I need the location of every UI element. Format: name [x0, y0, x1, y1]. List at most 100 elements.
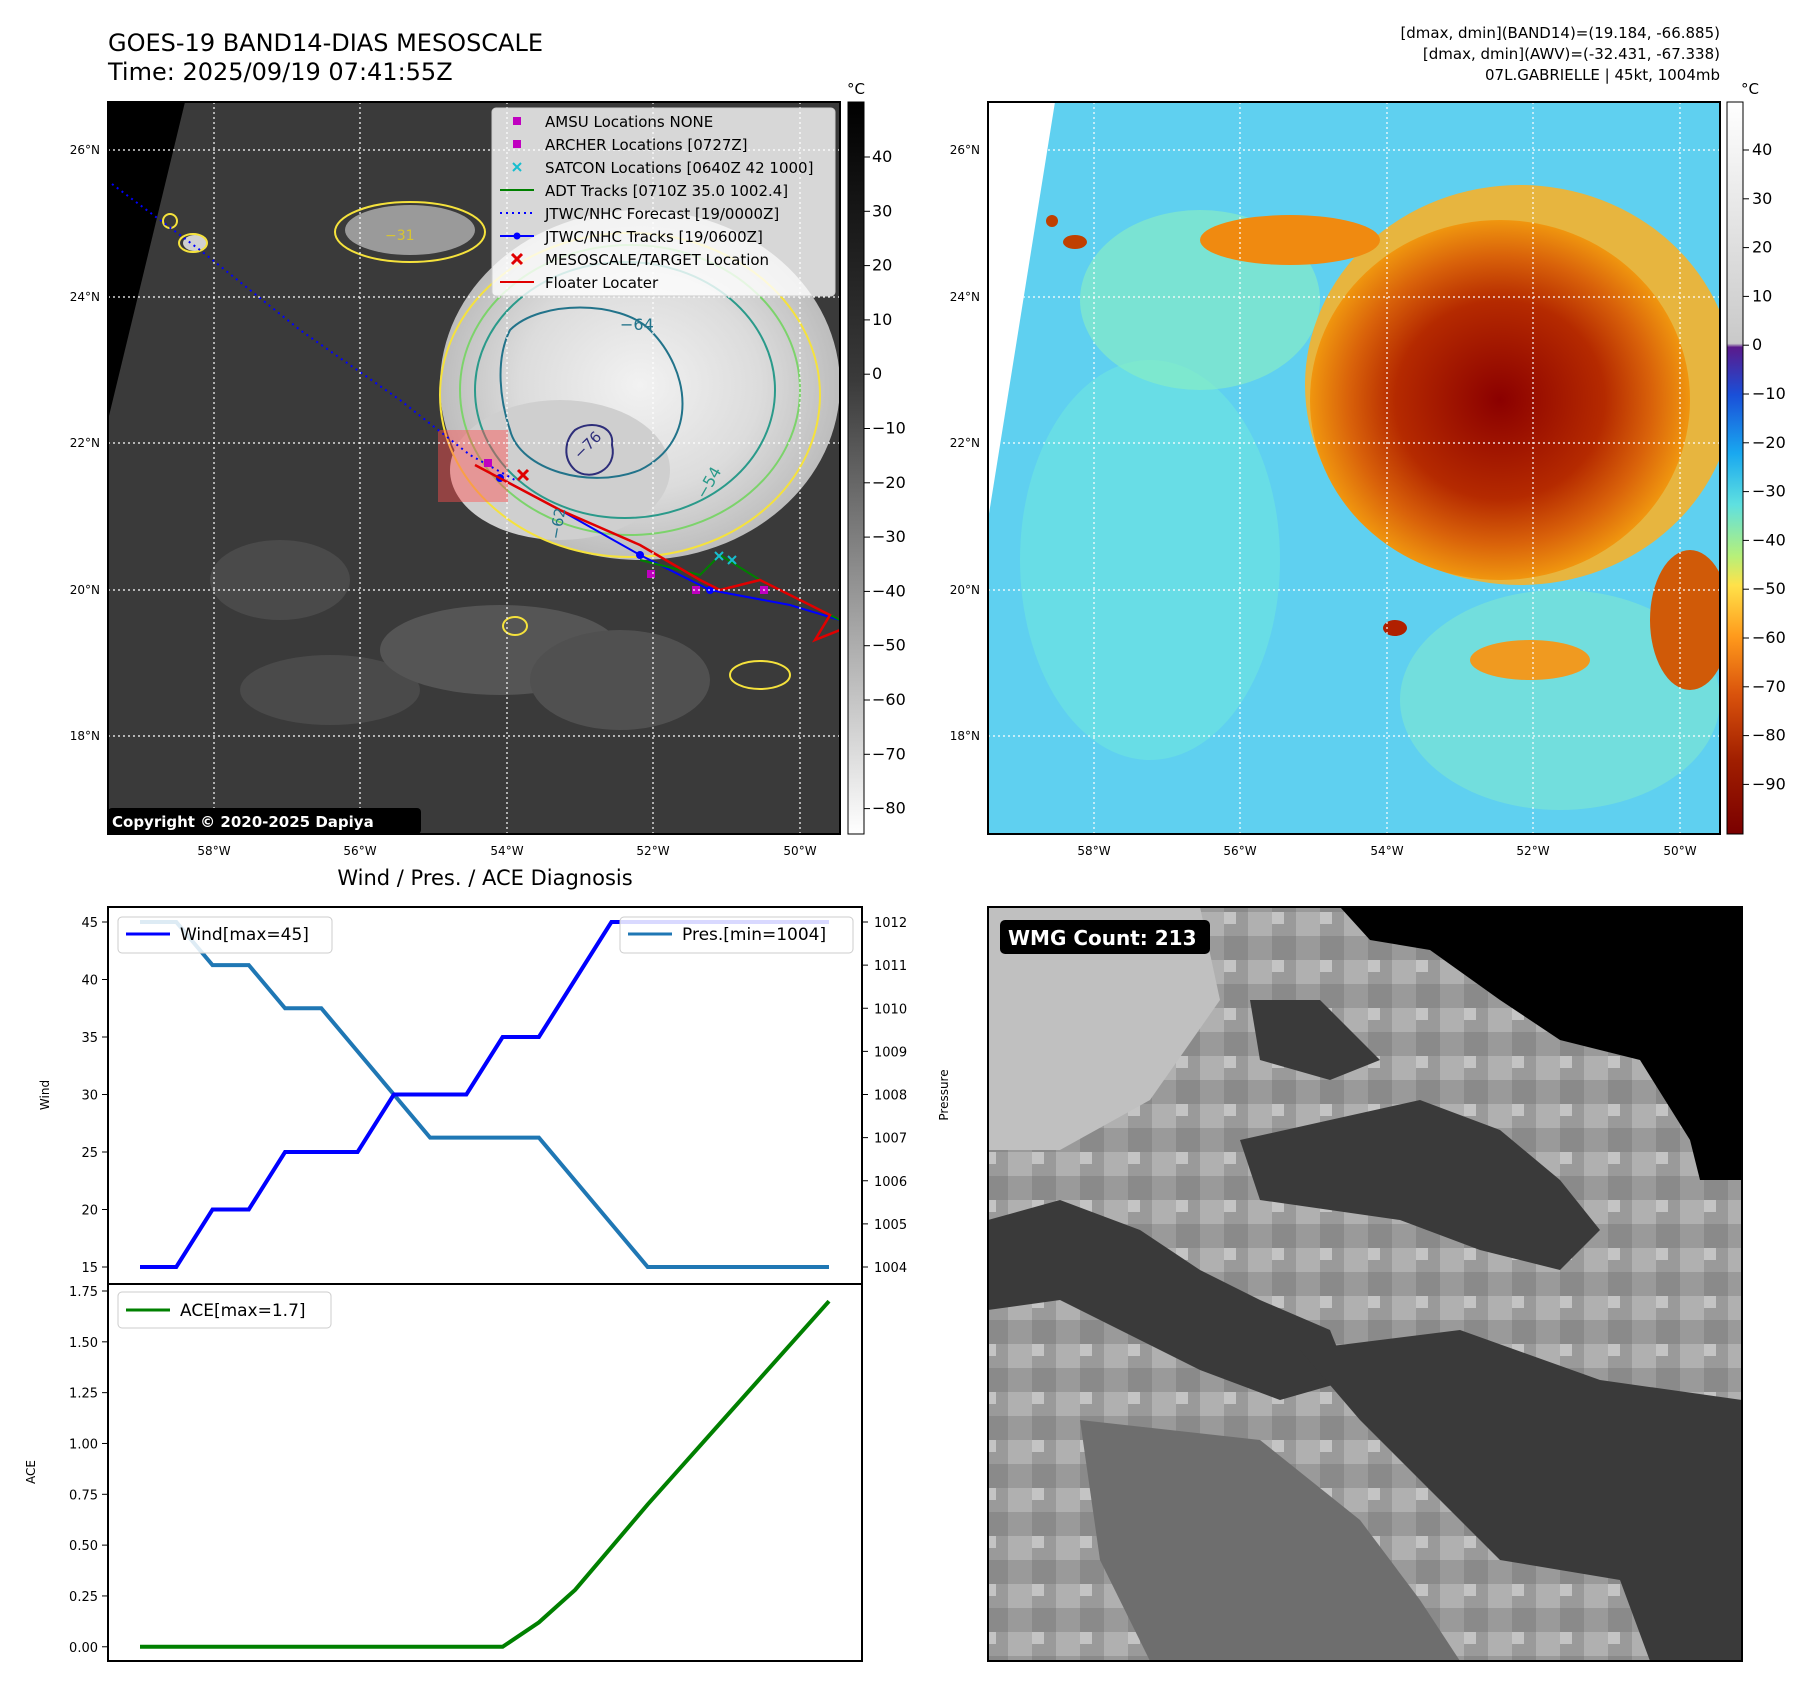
ace-tick-label: 1.25	[69, 1387, 98, 1402]
info-line-band14: [dmax, dmin](BAND14)=(19.184, -66.885)	[1400, 24, 1720, 42]
legend-marks	[500, 117, 534, 283]
ace-tick-label: 0.25	[69, 1590, 98, 1605]
colorbar-unit: °C	[1741, 80, 1759, 98]
figure-time: Time: 2025/09/19 07:41:55Z	[107, 58, 453, 86]
lon-label: 50°W	[1663, 844, 1696, 858]
colorbar-tick-label: 10	[872, 310, 892, 329]
colorbar-tick-label: −10	[872, 419, 906, 438]
legend-floater: Floater Locater	[545, 274, 659, 292]
wind-axis-label: Wind	[38, 1080, 52, 1110]
figure-title: GOES-19 BAND14-DIAS MESOSCALE	[108, 29, 543, 57]
lon-label: 56°W	[1223, 844, 1256, 858]
wind-legend: Wind[max=45]	[117, 916, 333, 954]
map-legend: AMSU Locations NONE ARCHER Locations [07…	[491, 107, 836, 297]
colorbar-tick-label: −70	[1752, 677, 1786, 696]
pressure-legend: Pres.[min=1004]	[619, 916, 854, 954]
lat-label: 26°N	[950, 143, 980, 157]
colorbar-tick-label: 0	[872, 364, 882, 383]
pressure-tick-label: 1012	[874, 916, 907, 931]
awv-map-panel	[987, 101, 1721, 835]
pressure-tick-label: 1006	[874, 1175, 907, 1190]
pressure-tick-label: 1005	[874, 1218, 907, 1233]
contour-label-62: −62	[546, 506, 569, 540]
lat-label: 22°N	[950, 436, 980, 450]
ace-legend: ACE[max=1.7]	[117, 1291, 332, 1329]
legend-amsu: AMSU Locations NONE	[545, 113, 713, 131]
colorbar-tick-label: 30	[1752, 189, 1772, 208]
colorbar-tick-label: −20	[872, 473, 906, 492]
legend-forecast: JTWC/NHC Forecast [19/0000Z]	[544, 205, 779, 223]
contour-label-64: −64	[620, 315, 654, 334]
ace-tick-label: 1.00	[69, 1437, 98, 1452]
lon-label: 58°W	[1077, 844, 1110, 858]
colorbar-tick-label: −80	[872, 799, 906, 818]
wind-tick-label: 45	[81, 916, 98, 931]
colorbar-tick-label: −50	[1752, 579, 1786, 598]
colorbar-tick-label: −90	[1752, 774, 1786, 793]
pressure-tick-label: 1009	[874, 1045, 907, 1060]
legend-adt: ADT Tracks [0710Z 35.0 1002.4]	[545, 182, 788, 200]
ir-colorbar: °C 40 30 20 10 0 −10 −20 −30 −40 −50 −60 −70 −80	[847, 80, 906, 835]
lon-label: 56°W	[343, 844, 376, 858]
legend-archer: ARCHER Locations [0727Z]	[545, 136, 748, 154]
colorbar-tick-label: 40	[1752, 140, 1772, 159]
colorbar-tick-label: −60	[1752, 628, 1786, 647]
lon-label: 54°W	[490, 844, 523, 858]
wmg-count-badge	[1000, 920, 1210, 954]
colorbar-tick-label: 40	[872, 147, 892, 166]
colorbar-tick-label: −10	[1752, 384, 1786, 403]
wind-tick-label: 20	[81, 1204, 98, 1219]
contour-label-31: −31	[385, 228, 415, 244]
lon-label: 58°W	[197, 844, 230, 858]
lon-label: 54°W	[1370, 844, 1403, 858]
diagnosis-title: Wind / Pres. / ACE Diagnosis	[337, 866, 632, 890]
awv-colorbar: °C 40 30 20 10 0 −10 −20 −30 −40 −50 −60 −70 −80 −90	[1726, 80, 1786, 835]
info-line-storm: 07L.GABRIELLE | 45kt, 1004mb	[1485, 66, 1720, 84]
lat-label: 24°N	[70, 290, 100, 304]
colorbar-tick-label: −70	[872, 744, 906, 763]
wind-tick-label: 15	[81, 1261, 98, 1276]
copyright-badge	[108, 808, 421, 834]
lat-label: 24°N	[950, 290, 980, 304]
lat-label: 20°N	[950, 583, 980, 597]
wind-legend-label: Wind[max=45]	[180, 925, 309, 945]
colorbar-tick-label: −40	[872, 581, 906, 600]
colorbar-tick-label: −50	[872, 636, 906, 655]
ace-chart: 0.00 0.25 0.50 0.75 1.00 1.25 1.50 1.75 ACE ACE…	[24, 1283, 863, 1662]
wind-tick-label: 35	[81, 1031, 98, 1046]
pressure-line	[140, 920, 829, 1269]
right-map-axis-labels: 26°N 24°N 22°N 20°N 18°N 58°W 56°W 54°W …	[950, 143, 1697, 858]
colorbar-tick-label: 0	[1752, 335, 1762, 354]
legend-tracks: JTWC/NHC Tracks [19/0600Z]	[544, 228, 763, 246]
colorbar-tick-label: −80	[1752, 726, 1786, 745]
pressure-legend-label: Pres.[min=1004]	[682, 925, 826, 945]
ace-tick-label: 1.75	[69, 1285, 98, 1300]
colorbar-tick-label: 20	[1752, 238, 1772, 257]
colorbar-tick-label: −60	[872, 690, 906, 709]
wind-tick-label: 30	[81, 1089, 98, 1104]
ace-legend-label: ACE[max=1.7]	[180, 1301, 306, 1321]
lat-label: 18°N	[70, 729, 100, 743]
ace-tick-label: 0.50	[69, 1539, 98, 1554]
pressure-axis-label: Pressure	[937, 1069, 951, 1120]
pressure-tick-label: 1008	[874, 1089, 907, 1104]
wind-tick-label: 40	[81, 974, 98, 989]
lat-label: 26°N	[70, 143, 100, 157]
lat-label: 22°N	[70, 436, 100, 450]
colorbar-tick-label: −30	[872, 527, 906, 546]
colorbar-tick-label: 10	[1752, 286, 1772, 305]
colorbar-tick-label: −20	[1752, 433, 1786, 452]
lon-label: 52°W	[1516, 844, 1549, 858]
pressure-tick-label: 1011	[874, 959, 907, 974]
legend-target: MESOSCALE/TARGET Location	[545, 251, 769, 269]
lon-label: 52°W	[636, 844, 669, 858]
lat-label: 18°N	[950, 729, 980, 743]
info-line-awv: [dmax, dmin](AWV)=(-32.431, -67.338)	[1423, 45, 1720, 63]
lat-label: 20°N	[70, 583, 100, 597]
wmg-panel: WMG Count: 213	[987, 906, 1743, 1662]
pressure-tick-label: 1004	[874, 1261, 907, 1276]
ace-tick-label: 1.50	[69, 1336, 98, 1351]
legend-satcon: SATCON Locations [0640Z 42 1000]	[545, 159, 813, 177]
ace-axis-label: ACE	[24, 1460, 38, 1484]
wind-tick-label: 25	[81, 1146, 98, 1161]
